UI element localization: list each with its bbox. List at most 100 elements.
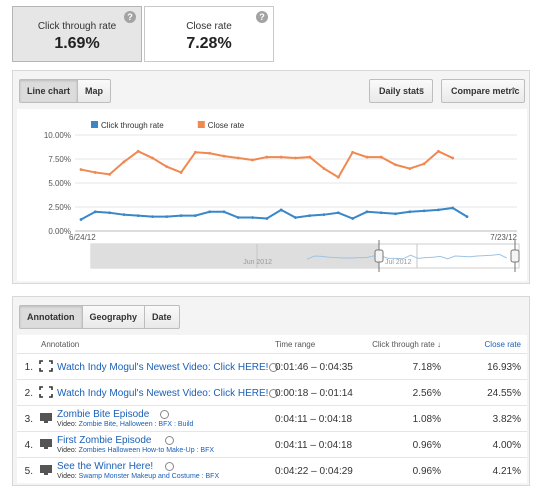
daily-stats-dropdown[interactable]: Daily stats ▼ [369, 79, 433, 103]
row-number: 5. [24, 466, 33, 477]
data-point [236, 156, 240, 160]
annotation-link[interactable]: Watch Indy Mogul's Newest Video: Click H… [57, 388, 269, 399]
data-point [394, 163, 397, 167]
compare-metric-dropdown[interactable]: Compare metric ▼ [441, 79, 525, 103]
metric-tile-close-rate[interactable]: Close rate 7.28% ? [144, 6, 274, 62]
click-through-rate-value: 2.56% [412, 388, 441, 399]
data-point [151, 215, 154, 218]
data-point [322, 167, 326, 170]
data-point [193, 214, 197, 218]
data-point [265, 155, 269, 159]
table-header: Annotation Time range Click through rate… [17, 335, 527, 353]
data-point [179, 171, 183, 174]
data-point [294, 156, 297, 160]
data-point [408, 210, 412, 214]
y-tick-label: 2.50% [48, 203, 71, 212]
tab-annotation[interactable]: Annotation [20, 306, 82, 328]
annotation-link[interactable]: Watch Indy Mogul's Newest Video: Click H… [57, 362, 269, 373]
annotation-link[interactable]: First Zombie Episode [57, 435, 152, 446]
video-link[interactable]: Zombie Bite, Halloween : BFX : Build [78, 421, 194, 428]
data-point [279, 155, 283, 159]
table-row[interactable]: 1. Watch Indy Mogul's Newest Video: Click… [17, 353, 527, 379]
metric-label: Close rate [186, 21, 232, 32]
chart-panel: Line chart Map Daily stats ▼ Compare met… [12, 70, 530, 284]
video-prefix: Video: [57, 421, 79, 428]
video-link[interactable]: Swamp Monster Makeup and Costume : BFX [78, 473, 220, 480]
click-through-rate-value: 0.96% [412, 466, 441, 477]
y-tick-label: 10.00% [44, 131, 71, 140]
data-point [336, 211, 340, 215]
range-label-jul: Jul 2012 [385, 259, 412, 266]
range-label-jun: Jun 2012 [243, 259, 272, 266]
link-icon[interactable] [165, 436, 174, 445]
range-slider-shade [91, 244, 379, 268]
data-point [351, 150, 355, 154]
table-row[interactable]: 2. Watch Indy Mogul's Newest Video: Click… [17, 379, 527, 405]
annotation-link[interactable]: See the Winner Here! [57, 461, 154, 472]
data-point [336, 175, 340, 179]
header-close-rate[interactable]: Close rate [484, 340, 521, 349]
video-icon [39, 464, 53, 476]
range-handle-right[interactable] [510, 249, 520, 263]
link-icon[interactable] [269, 389, 278, 398]
data-point [108, 211, 111, 215]
row-number: 4. [24, 440, 33, 451]
table-panel: Annotation Geography Date Annotation Tim… [12, 296, 530, 486]
time-range: 0:04:11 – 0:04:18 [275, 440, 353, 451]
table-body: 1. Watch Indy Mogul's Newest Video: Click… [17, 353, 527, 483]
data-point [422, 209, 426, 213]
video-link[interactable]: Zombies Halloween How-to Make-Up : BFX [78, 447, 215, 454]
header-time-range[interactable]: Time range [275, 340, 316, 349]
data-point [422, 162, 426, 166]
data-point [251, 216, 254, 219]
annotation-link[interactable]: Zombie Bite Episode [57, 409, 150, 420]
video-prefix: Video: [57, 447, 79, 454]
map-button[interactable]: Map [77, 80, 110, 102]
header-annotation[interactable]: Annotation [41, 340, 80, 349]
help-icon[interactable]: ? [124, 11, 136, 23]
data-point [365, 210, 369, 214]
legend-swatch [91, 121, 98, 128]
help-icon[interactable]: ? [256, 11, 268, 23]
video-icon [39, 438, 53, 450]
data-point [165, 215, 169, 218]
data-point [265, 217, 269, 220]
metric-tile-click-through-rate[interactable]: Click through rate 1.69% ? [12, 6, 142, 62]
time-range: 0:04:22 – 0:04:29 [275, 466, 353, 477]
data-point [408, 167, 412, 170]
data-point [379, 211, 383, 215]
series-line [80, 150, 454, 179]
data-point [236, 216, 240, 219]
line-chart-button[interactable]: Line chart [20, 80, 78, 102]
table-row[interactable]: 3. Zombie Bite Episode Video: Zombie Bite,… [17, 405, 527, 431]
range-handle-left[interactable] [374, 249, 384, 263]
tab-date[interactable]: Date [144, 306, 179, 328]
table-row[interactable]: 5. See the Winner Here! Video: Swamp Monst… [17, 457, 527, 483]
data-point [294, 216, 297, 219]
header-click-through-rate[interactable]: Click through rate ↓ [372, 340, 441, 349]
data-point [179, 214, 183, 218]
video-line: Video: Zombie Bite, Halloween : BFX : Bu… [57, 421, 193, 428]
daily-stats-label: Daily stats [379, 86, 425, 96]
close-rate-value: 24.55% [487, 388, 521, 399]
close-rate-value: 4.00% [492, 440, 521, 451]
chevron-down-icon: ▼ [418, 87, 425, 94]
data-point [93, 171, 97, 174]
annotation-frame-icon [39, 360, 53, 372]
time-range: 0:00:18 – 0:01:14 [275, 388, 353, 399]
table-row[interactable]: 4. First Zombie Episode Video: Zombies Hal… [17, 431, 527, 457]
time-range: 0:04:11 – 0:04:18 [275, 414, 353, 425]
data-point [93, 210, 97, 214]
video-prefix: Video: [57, 473, 79, 480]
link-icon[interactable] [269, 363, 278, 372]
data-point [365, 155, 369, 159]
link-icon[interactable] [165, 462, 174, 471]
data-point [308, 214, 312, 218]
tab-geography[interactable]: Geography [81, 306, 145, 328]
click-through-rate-value: 7.18% [412, 362, 441, 373]
data-point [451, 156, 455, 160]
link-icon[interactable] [159, 410, 169, 419]
row-number: 1. [24, 362, 33, 373]
data-point [193, 150, 197, 154]
data-point [136, 214, 140, 218]
